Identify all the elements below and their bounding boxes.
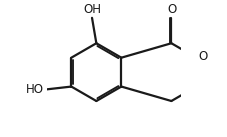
Text: OH: OH — [84, 3, 101, 16]
Text: O: O — [198, 50, 207, 63]
Text: O: O — [167, 3, 176, 16]
Text: HO: HO — [26, 83, 44, 96]
